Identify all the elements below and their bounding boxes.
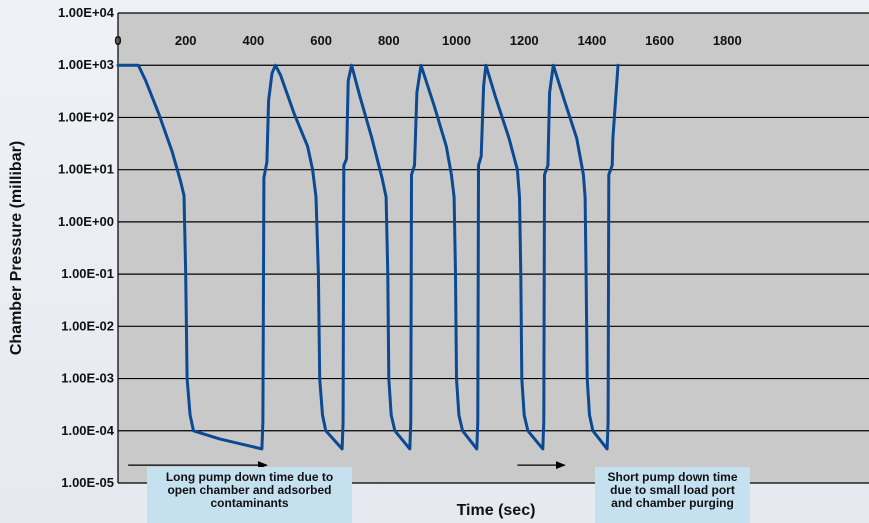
x-axis-title: Time (sec) bbox=[457, 502, 536, 519]
annotation-text: open chamber and adsorbed bbox=[167, 483, 331, 497]
x-tick-label: 1200 bbox=[510, 33, 539, 48]
x-tick-labels: 0 200 400 600 800 1000 1200 1400 1600 1800 bbox=[114, 33, 741, 48]
x-tick-label: 1000 bbox=[442, 33, 471, 48]
plot-area bbox=[118, 13, 869, 483]
y-tick-label: 1.00E-04 bbox=[61, 423, 115, 438]
y-tick-labels: 1.00E+04 1.00E+03 1.00E+02 1.00E+01 1.00E+00… bbox=[58, 5, 115, 490]
pressure-series-line bbox=[116, 63, 620, 451]
x-tick-label: 1800 bbox=[713, 33, 742, 48]
annotation-text: due to small load port bbox=[610, 483, 735, 497]
y-axis-title: Chamber Pressure (millibar) bbox=[8, 141, 25, 355]
y-tick-label: 1.00E+00 bbox=[58, 214, 114, 229]
y-tick-label: 1.00E-05 bbox=[61, 475, 114, 490]
y-tick-label: 1.00E-03 bbox=[61, 371, 114, 386]
x-tick-label: 800 bbox=[378, 33, 400, 48]
x-tick-label: 400 bbox=[243, 33, 265, 48]
x-tick-label: 1600 bbox=[645, 33, 674, 48]
y-tick-label: 1.00E-02 bbox=[61, 318, 114, 333]
y-tick-label: 1.00E+03 bbox=[58, 57, 114, 72]
x-tick-label: 1400 bbox=[577, 33, 606, 48]
y-tick-label: 1.00E+04 bbox=[58, 5, 115, 20]
x-tick-label: 200 bbox=[175, 33, 197, 48]
annotation-text: contaminants bbox=[210, 496, 288, 510]
annotation-box bbox=[595, 467, 750, 523]
y-tick-label: 1.00E+02 bbox=[58, 109, 114, 124]
y-tick-label: 1.00E-01 bbox=[61, 266, 114, 281]
annotation-text: Short pump down time bbox=[608, 470, 738, 484]
x-tick-label: 600 bbox=[310, 33, 332, 48]
y-tick-label: 1.00E+01 bbox=[58, 162, 114, 177]
annotation-text: Long pump down time due to bbox=[166, 470, 333, 484]
annotation-text: and chamber purging bbox=[611, 496, 734, 510]
annotation-box bbox=[147, 467, 352, 523]
x-tick-label: 0 bbox=[114, 33, 121, 48]
